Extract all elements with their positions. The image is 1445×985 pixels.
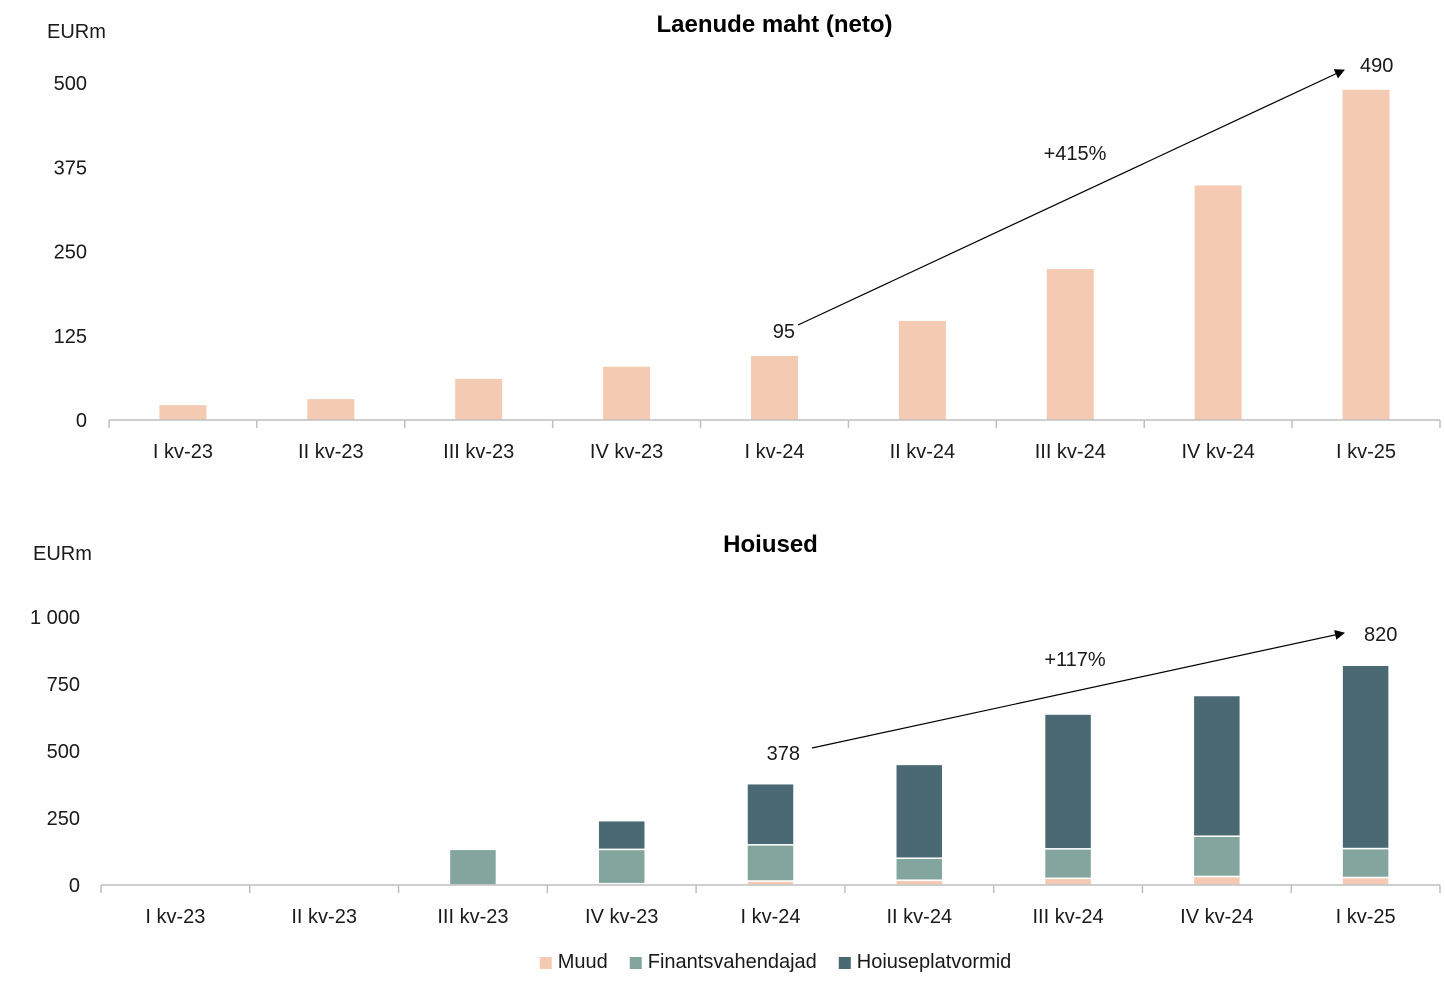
y-tick-label: 125 [54,326,87,348]
x-tick-label: I kv-23 [153,441,213,463]
x-tick-label: III kv-23 [437,906,508,928]
bar-muud [1192,875,1242,886]
y-axis-unit-label: EURm [47,21,106,43]
x-tick-label: II kv-24 [886,906,952,928]
x-tick-label: III kv-23 [443,441,514,463]
bar-finantsvahendajad [746,844,795,882]
x-tick-label: II kv-23 [298,441,364,463]
bar-finantsvahendajad [448,848,498,886]
x-tick-label: I kv-24 [740,906,800,928]
x-tick-label: III kv-24 [1032,906,1103,928]
bar-finantsvahendajad [1192,835,1242,878]
bar-hoiuseplatvormid [597,819,646,851]
annotation-start-label: 378 [767,743,800,765]
y-tick-label: 500 [47,741,80,763]
y-tick-label: 1 000 [30,607,80,629]
y-tick-label: 750 [47,674,80,696]
bar-hoiuseplatvormid [1192,694,1242,837]
bar-value [455,378,503,420]
growth-arrow [811,630,1345,749]
x-tick-label: III kv-24 [1035,441,1106,463]
bar-finantsvahendajad [895,857,944,881]
x-tick-label: II kv-23 [291,906,357,928]
bar-finantsvahendajad [1043,848,1093,880]
bar-value [751,355,798,420]
x-tick-label: I kv-24 [744,441,804,463]
chart-title: Hoiused [723,531,818,558]
chart-title: Laenude maht (neto) [656,11,892,38]
legend-label: Hoiuseplatvormid [857,951,1012,973]
bar-hoiuseplatvormid [1043,713,1093,850]
x-tick-label: IV kv-23 [585,906,658,928]
y-tick-label: 375 [54,157,87,179]
legend-label: Muud [558,951,608,973]
bar-value [1046,269,1094,420]
x-tick-label: II kv-24 [890,441,956,463]
bar-value [159,405,207,420]
growth-label: +117% [1044,649,1106,671]
bar-hoiuseplatvormid [746,782,795,846]
y-tick-label: 250 [47,808,80,830]
growth-label: +415% [1044,143,1107,165]
x-tick-label: I kv-25 [1336,441,1396,463]
bar-value [898,320,946,420]
legend-swatch [539,957,552,969]
growth-arrow [797,69,1345,326]
bar-value [307,399,355,420]
bar-muud [1341,876,1390,886]
x-tick-label: IV kv-24 [1180,906,1253,928]
x-tick-label: I kv-23 [145,906,205,928]
x-tick-label: I kv-25 [1336,906,1396,928]
annotation-start-label: 95 [773,321,795,343]
y-tick-label: 500 [54,73,87,95]
annotation-end-label: 820 [1364,624,1397,646]
x-tick-label: IV kv-24 [1181,441,1254,463]
x-tick-label: IV kv-23 [590,441,663,463]
annotation-end-label: 490 [1360,55,1393,77]
y-tick-label: 0 [69,875,80,897]
bar-value [1342,89,1390,421]
bar-muud [1043,877,1093,886]
legend-swatch [629,957,642,969]
legend-label: Finantsvahendajad [648,951,817,973]
bar-value [603,366,651,420]
bar-value [1194,185,1242,420]
y-tick-label: 250 [54,242,87,264]
bar-finantsvahendajad [597,848,646,885]
bar-finantsvahendajad [1341,847,1390,879]
bar-hoiuseplatvormid [1341,664,1390,850]
bar-hoiuseplatvormid [895,763,944,859]
y-tick-label: 0 [76,410,87,432]
legend-swatch [838,957,851,969]
y-axis-unit-label: EURm [33,543,92,565]
